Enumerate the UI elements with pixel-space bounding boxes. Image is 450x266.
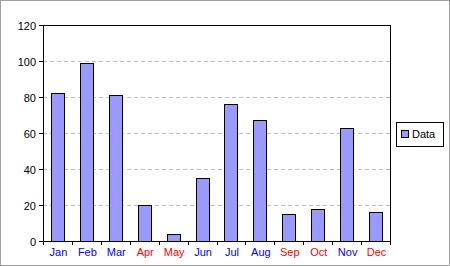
bar [225, 105, 238, 242]
x-tick [72, 241, 73, 245]
y-tick-label: 20 [24, 200, 36, 212]
x-tick [332, 241, 333, 245]
x-tick [43, 241, 44, 245]
x-tick [159, 241, 160, 245]
bar [254, 121, 267, 242]
x-tick [361, 241, 362, 245]
legend: Data [397, 123, 444, 147]
plot-frame [44, 26, 391, 242]
y-tick [39, 169, 43, 170]
y-tick [39, 205, 43, 206]
grid-line [43, 205, 390, 206]
grid-line [43, 169, 390, 170]
x-tick [217, 241, 218, 245]
x-tick-label: Nov [338, 246, 358, 258]
y-tick-label: 80 [24, 92, 36, 104]
x-tick [245, 241, 246, 245]
bar [197, 179, 210, 242]
x-tick [101, 241, 102, 245]
y-tick-label: 0 [30, 236, 36, 248]
bar [341, 129, 354, 242]
x-tick [130, 241, 131, 245]
x-tick-label: Jul [225, 246, 239, 258]
y-tick [39, 97, 43, 98]
grid-line [43, 133, 390, 134]
grid-line [43, 61, 390, 62]
y-tick [39, 241, 43, 242]
y-tick [39, 25, 43, 26]
legend-label: Data [412, 128, 436, 140]
bar [312, 210, 325, 242]
y-tick [39, 133, 43, 134]
bar [283, 215, 296, 242]
chart-svg: 0 20 40 60 80 100 120 Jan Feb Mar Apr May Jun Jul Aug S… [0, 0, 450, 266]
x-tick-label: Aug [251, 246, 271, 258]
grid-line [43, 97, 390, 98]
x-tick [274, 241, 275, 245]
x-tick-label: Mar [107, 246, 126, 258]
y-tick-label: 120 [18, 20, 36, 32]
x-tick [188, 241, 189, 245]
legend-box [397, 123, 444, 147]
x-tick-label: Jan [50, 246, 68, 258]
x-tick-label: Feb [78, 246, 97, 258]
x-tick-label: May [164, 246, 185, 258]
x-tick-label: Dec [367, 246, 387, 258]
bar [370, 213, 383, 242]
y-tick [39, 61, 43, 62]
x-tick [390, 241, 391, 245]
y-tick-label: 40 [24, 164, 36, 176]
x-tick-label: Jun [194, 246, 212, 258]
bar [139, 206, 152, 242]
legend-swatch [402, 131, 409, 138]
x-tick-label: Oct [310, 246, 327, 258]
bar [110, 96, 123, 242]
bar [81, 64, 94, 242]
bars [52, 64, 383, 242]
x-tick-label: Sep [280, 246, 300, 258]
y-tick-label: 60 [24, 128, 36, 140]
plot-area [43, 25, 390, 241]
y-tick-label: 100 [18, 56, 36, 68]
x-tick [303, 241, 304, 245]
bar [168, 235, 181, 242]
chart-container: 0 20 40 60 80 100 120 Jan Feb Mar Apr May Jun Jul Aug S… [0, 0, 450, 266]
chart-border [1, 1, 450, 266]
x-tick-label: Apr [137, 246, 154, 258]
bar [52, 94, 65, 242]
